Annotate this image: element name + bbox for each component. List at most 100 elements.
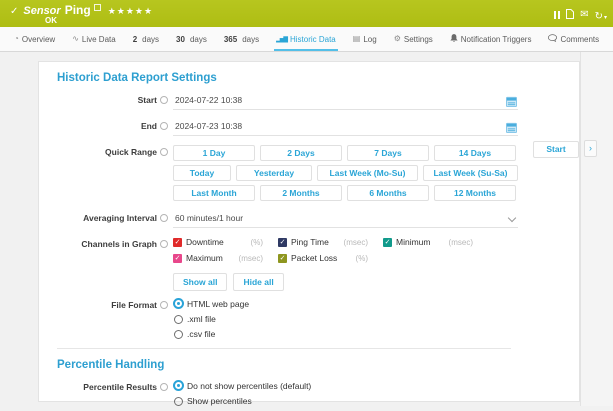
- percentile-title: Percentile Handling: [57, 359, 579, 371]
- gear-icon: ⚙: [394, 35, 401, 43]
- radio-icon: [174, 397, 183, 406]
- channels-label: Channels in Graph: [57, 237, 157, 249]
- channel-checkbox[interactable]: ✓: [173, 238, 182, 247]
- info-icon[interactable]: [160, 383, 168, 391]
- percentile-results-row: Percentile Results Do not show percentil…: [57, 380, 579, 411]
- bell-icon: [450, 34, 458, 45]
- file-format-option-csv[interactable]: .csv file: [173, 329, 518, 339]
- quick-range-1-day[interactable]: 1 Day: [173, 145, 255, 161]
- quick-range-label: Quick Range: [57, 145, 157, 157]
- channel-packet-loss: ✓ Packet Loss (%): [278, 253, 368, 263]
- end-input[interactable]: 2024-07-23 10:38: [173, 119, 518, 136]
- tab-historic-data[interactable]: ▂▅▇ Historic Data: [274, 27, 338, 51]
- live-data-icon: ∿: [72, 35, 79, 43]
- averaging-interval-label: Averaging Interval: [57, 211, 157, 223]
- info-icon[interactable]: [160, 122, 168, 130]
- percentile-option-hide[interactable]: Do not show percentiles (default): [173, 380, 518, 391]
- start-input[interactable]: 2024-07-22 10:38: [173, 93, 518, 110]
- quick-range-12-months[interactable]: 12 Months: [434, 185, 516, 201]
- tab-2-days[interactable]: 2days: [131, 27, 161, 51]
- channel-minimum: ✓ Minimum (msec): [383, 237, 473, 247]
- tab-live-data[interactable]: ∿ Live Data: [70, 27, 118, 51]
- priority-stars[interactable]: ★★★★★: [108, 6, 153, 17]
- end-row: End 2024-07-23 10:38: [57, 119, 579, 136]
- channel-checkbox[interactable]: ✓: [173, 254, 182, 263]
- tab-365-days[interactable]: 365days: [222, 27, 261, 51]
- file-format-row: File Format HTML web page .xml file .csv…: [57, 298, 579, 344]
- quick-range-last-week-su-sa[interactable]: Last Week (Su-Sa): [423, 165, 518, 181]
- tab-30-days[interactable]: 30days: [174, 27, 209, 51]
- dependency-icon: [94, 4, 101, 11]
- tab-settings[interactable]: ⚙ Settings: [392, 27, 435, 51]
- info-icon[interactable]: [160, 301, 168, 309]
- start-row: Start 2024-07-22 10:38: [57, 93, 579, 110]
- end-label: End: [57, 119, 157, 131]
- quick-range-7-days[interactable]: 7 Days: [347, 145, 429, 161]
- panel-title: Historic Data Report Settings: [57, 72, 579, 84]
- percentile-results-label: Percentile Results: [57, 380, 157, 392]
- sensor-name[interactable]: Ping: [65, 3, 91, 17]
- sensor-tabbar: ◔ Overview ∿ Live Data 2days 30days 365d…: [0, 27, 613, 52]
- status-badge: OK: [45, 16, 57, 25]
- quick-range-6-months[interactable]: 6 Months: [347, 185, 429, 201]
- tab-log[interactable]: ▤ Log: [351, 27, 379, 51]
- channel-downtime: ✓ Downtime (%): [173, 237, 263, 247]
- show-all-button[interactable]: Show all: [173, 273, 227, 291]
- info-icon[interactable]: [160, 148, 168, 156]
- radio-selected-icon: [173, 380, 184, 391]
- tab-comments[interactable]: Comments: [546, 27, 601, 51]
- quick-range-last-week-mo-su[interactable]: Last Week (Mo-Su): [317, 165, 418, 181]
- radio-icon: [174, 330, 183, 339]
- expand-panel-button[interactable]: ›: [584, 140, 597, 157]
- section-divider: [57, 348, 511, 349]
- radio-selected-icon: [173, 298, 184, 309]
- radio-icon: [174, 315, 183, 324]
- calendar-icon[interactable]: [506, 94, 517, 112]
- averaging-interval-select[interactable]: 60 minutes/1 hour: [173, 211, 518, 228]
- sensor-status-bar: ✓ Sensor Ping ★★★★★ OK ✉ ↻▾: [0, 0, 613, 27]
- report-form: Start 2024-07-22 10:38 End 2024-07-23 10…: [57, 93, 579, 344]
- info-icon[interactable]: [160, 214, 168, 222]
- quick-range-yesterday[interactable]: Yesterday: [236, 165, 312, 181]
- channel-list: ✓ Downtime (%) ✓ Ping Time (msec) ✓ Mini…: [173, 237, 503, 269]
- file-format-option-xml[interactable]: .xml file: [173, 314, 518, 324]
- speech-bubble-icon: [548, 34, 557, 44]
- status-check-icon: ✓: [10, 6, 18, 17]
- channel-checkbox[interactable]: ✓: [383, 238, 392, 247]
- email-icon[interactable]: ✉: [580, 10, 588, 20]
- caret-down-icon: ▾: [604, 15, 607, 21]
- historic-data-icon: ▂▅▇: [276, 36, 287, 43]
- hide-all-button[interactable]: Hide all: [233, 273, 283, 291]
- averaging-interval-row: Averaging Interval 60 minutes/1 hour: [57, 211, 579, 228]
- percentile-option-show[interactable]: Show percentiles: [173, 396, 518, 406]
- start-report-button[interactable]: Start: [533, 141, 579, 158]
- tab-notification-triggers[interactable]: Notification Triggers: [448, 27, 534, 51]
- calendar-icon[interactable]: [506, 120, 517, 138]
- quick-range-today[interactable]: Today: [173, 165, 231, 181]
- log-icon: ▤: [353, 35, 361, 43]
- channel-ping-time: ✓ Ping Time (msec): [278, 237, 368, 247]
- file-format-option-html[interactable]: HTML web page: [173, 298, 518, 309]
- quick-range-last-month[interactable]: Last Month: [173, 185, 255, 201]
- quick-range-row: Quick Range 1 Day 2 Days 7 Days 14 Days …: [57, 145, 579, 205]
- quick-range-2-months[interactable]: 2 Months: [260, 185, 342, 201]
- overview-icon: ◔: [14, 35, 19, 43]
- settings-panel: Historic Data Report Settings Start 2024…: [38, 61, 580, 402]
- content-area: Historic Data Report Settings Start 2024…: [0, 52, 613, 406]
- refresh-icon[interactable]: ↻▾: [595, 6, 607, 24]
- report-document-icon[interactable]: [566, 6, 574, 24]
- channel-maximum: ✓ Maximum (msec): [173, 253, 263, 263]
- quick-range-2-days[interactable]: 2 Days: [260, 145, 342, 161]
- sensor-toolbar: ✉ ↻▾: [554, 6, 607, 24]
- pause-icon[interactable]: [554, 11, 560, 19]
- quick-range-14-days[interactable]: 14 Days: [434, 145, 516, 161]
- info-icon[interactable]: [160, 240, 168, 248]
- tab-overview[interactable]: ◔ Overview: [12, 27, 57, 51]
- file-format-label: File Format: [57, 298, 157, 310]
- channel-checkbox[interactable]: ✓: [278, 254, 287, 263]
- start-label: Start: [57, 93, 157, 105]
- sensor-title: ✓ Sensor Ping ★★★★★: [10, 3, 153, 17]
- channels-row: Channels in Graph ✓ Downtime (%) ✓ Ping …: [57, 237, 579, 291]
- channel-checkbox[interactable]: ✓: [278, 238, 287, 247]
- info-icon[interactable]: [160, 96, 168, 104]
